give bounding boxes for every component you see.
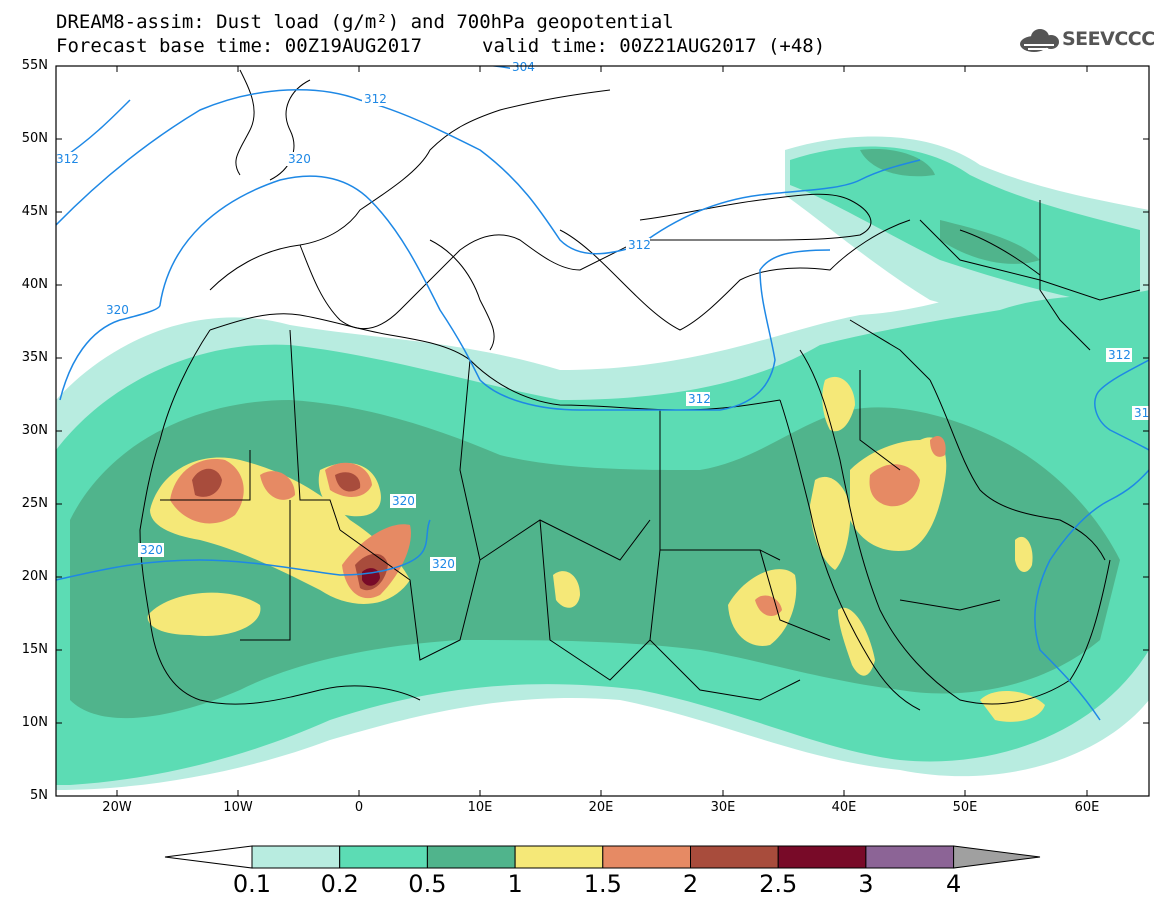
lon-label-20e: 20E — [588, 800, 614, 815]
lat-label-10n: 10N — [21, 715, 48, 730]
contour-label-304b: 312 — [56, 152, 79, 166]
colorbar-tick-label: 2 — [682, 870, 699, 898]
colorbar-tick-label: 0.5 — [408, 870, 447, 898]
colorbar-segment — [777, 845, 867, 869]
lon-label-40e: 40E — [831, 800, 857, 815]
contour-label-320a: 320 — [288, 152, 311, 166]
colorbar-segment — [339, 845, 428, 869]
colorbar-tick-label: 4 — [945, 870, 962, 898]
lat-label-35n: 35N — [21, 350, 48, 365]
colorbar-tick-label: 1 — [507, 870, 523, 898]
contour-label-312b: 312 — [628, 238, 651, 252]
lat-label-5n: 5N — [30, 788, 48, 803]
colorbar-segment — [602, 845, 691, 869]
lon-label-50e: 50E — [952, 800, 978, 815]
contour-label-31: 31 — [1134, 406, 1149, 420]
colorbar-tick-label: 1.5 — [583, 870, 622, 898]
lon-label-20w: 20W — [102, 800, 132, 815]
lon-label-0: 0 — [354, 800, 364, 815]
map-title: DREAM8-assim: Dust load (g/m²) and 700hP… — [56, 11, 674, 33]
colorbar-segment — [251, 845, 341, 869]
colorbar-right-arrow — [953, 845, 1041, 869]
lon-label-10e: 10E — [467, 800, 493, 815]
colorbar-segment — [514, 845, 604, 869]
lat-label-30n: 30N — [21, 423, 48, 438]
contour-label-312d: 312 — [1108, 348, 1131, 362]
lat-label-45n: 45N — [21, 204, 48, 219]
colorbar-tick-label: 0.1 — [232, 870, 272, 898]
contour-labels: 304 312 320 320 312 312 320 320 320 312 … — [56, 60, 1149, 571]
forecast-base-time: Forecast base time: 00Z19AUG2017 — [56, 35, 423, 57]
geopotential-contours — [56, 66, 1149, 721]
lat-label-25n: 25N — [21, 496, 48, 511]
colorbar-tick-label: 0.2 — [320, 870, 359, 898]
seevccc-logo — [1020, 29, 1059, 52]
valid-time: valid time: 00Z21AUG2017 (+48) — [482, 35, 826, 57]
contour-label-312c: 312 — [688, 392, 711, 406]
coastlines — [139, 69, 1141, 711]
contour-label-304a: 304 — [512, 60, 535, 74]
colorbar-tick-label: 3 — [858, 870, 874, 898]
lon-label-60e: 60E — [1074, 800, 1100, 815]
contour-label-320e: 320 — [432, 557, 455, 571]
contour-label-320b: 320 — [106, 303, 129, 317]
colorbar-segment — [865, 845, 955, 869]
colorbar — [164, 845, 1041, 869]
lon-label-30e: 30E — [710, 800, 736, 815]
axis-ticks — [56, 65, 1149, 796]
dust-field — [56, 136, 1149, 790]
lat-label-20n: 20N — [21, 569, 48, 584]
colorbar-tick-label: 2.5 — [759, 870, 798, 898]
logo-text: SEEVCCC — [1062, 28, 1155, 50]
colorbar-segment — [690, 845, 779, 869]
contour-label-312a: 312 — [364, 92, 387, 106]
lon-label-10w: 10W — [223, 800, 253, 815]
lat-label-55n: 55N — [21, 58, 48, 73]
lat-label-40n: 40N — [21, 277, 48, 292]
contour-label-320d: 320 — [140, 543, 163, 557]
colorbar-segment — [426, 845, 516, 869]
colorbar-left-arrow — [164, 845, 253, 869]
contour-label-320c: 320 — [392, 494, 415, 508]
lat-label-50n: 50N — [21, 131, 48, 146]
lat-label-15n: 15N — [21, 642, 48, 657]
